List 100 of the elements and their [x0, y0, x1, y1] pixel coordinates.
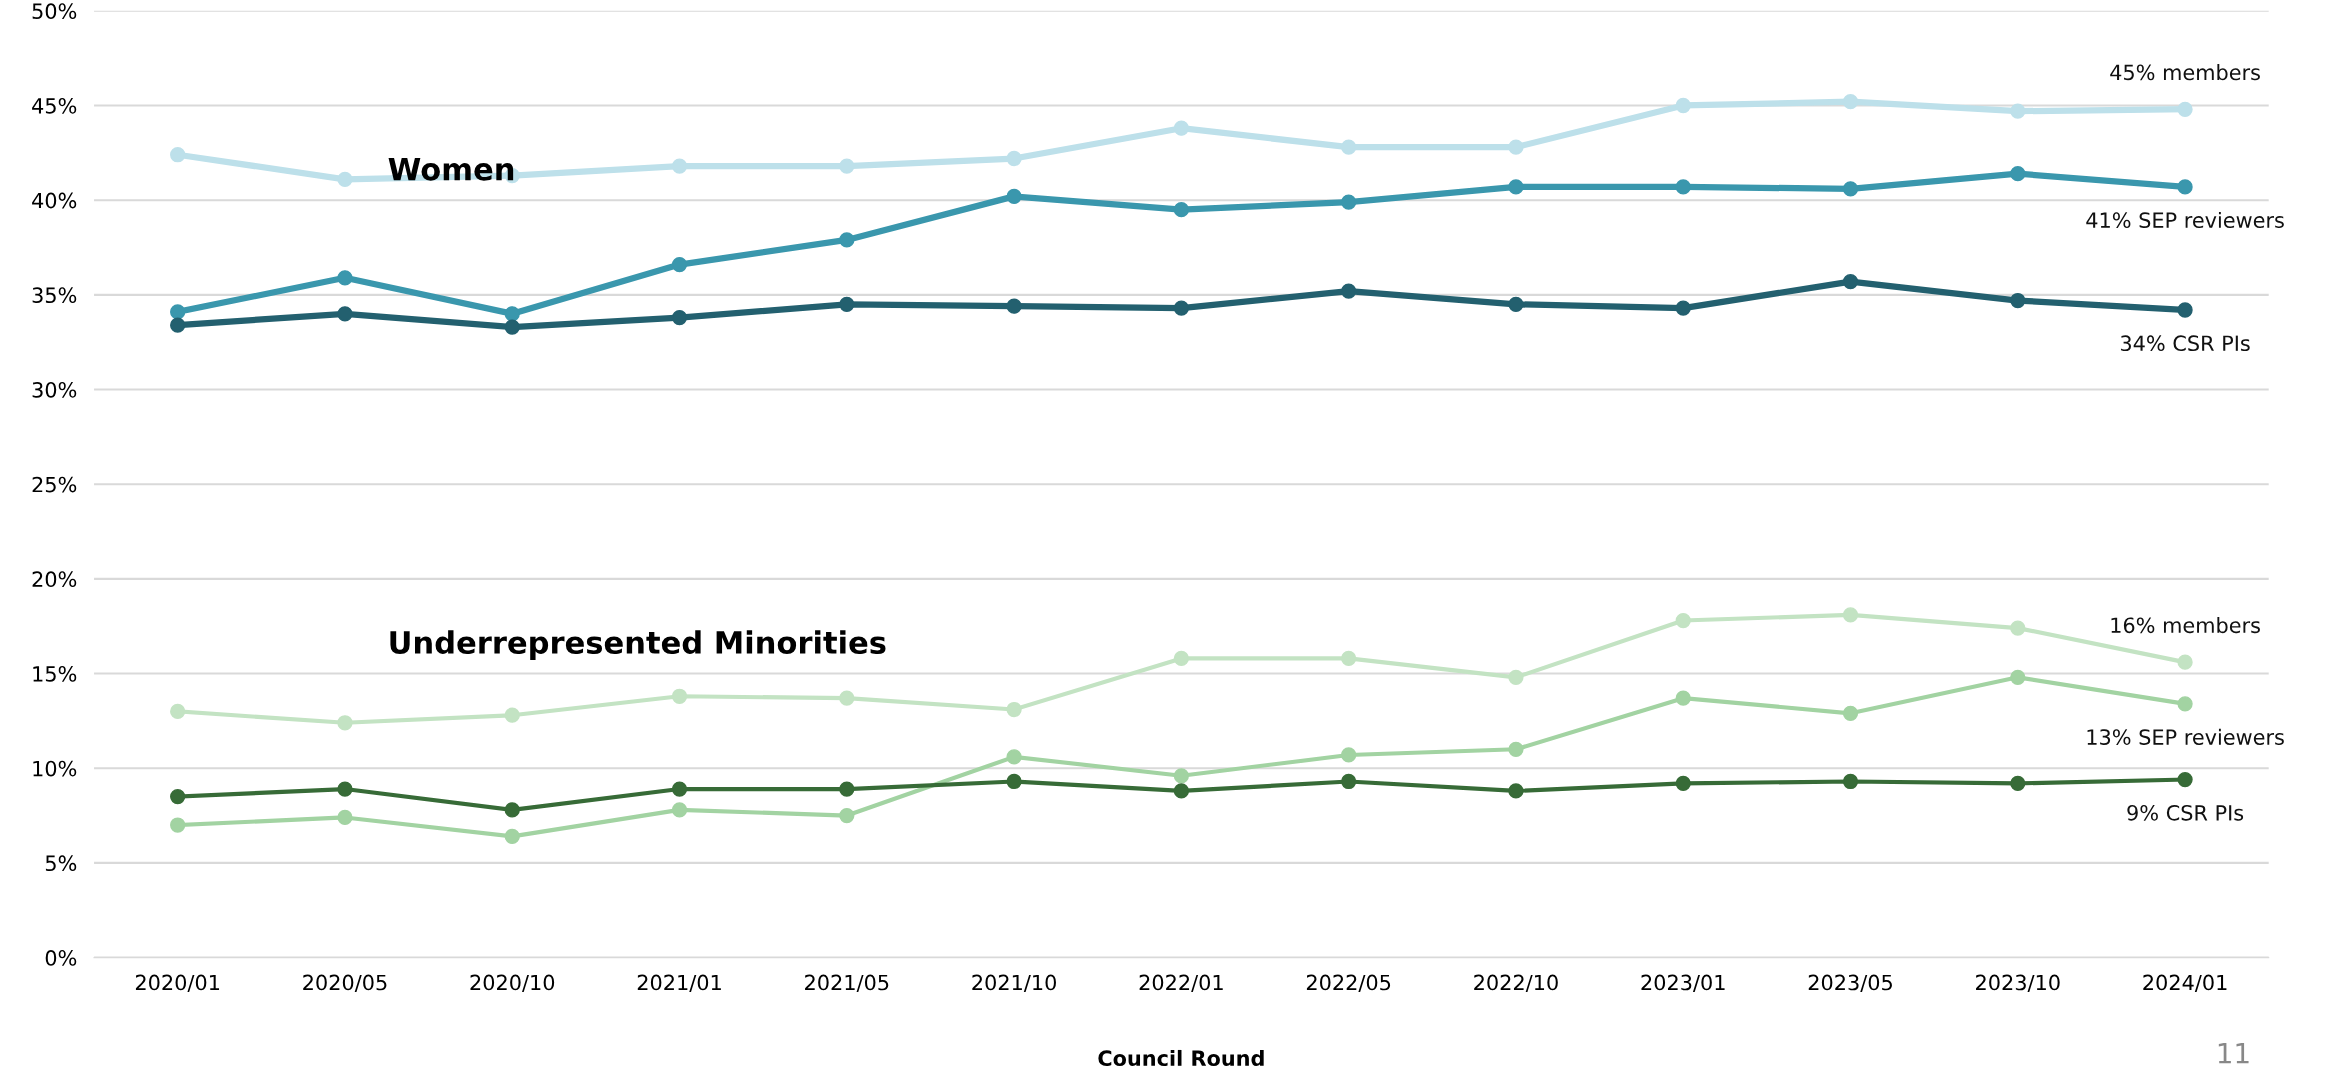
point [839, 232, 855, 248]
point [839, 158, 855, 174]
point [1508, 741, 1524, 757]
point [337, 306, 353, 322]
point [2177, 696, 2193, 712]
text: 11 [2218, 1042, 2249, 1064]
y-tick-label: 25% [32, 476, 77, 493]
point [2010, 669, 2026, 685]
annotation: Women [388, 157, 514, 181]
point [1842, 273, 1859, 290]
x-axis-title: Council Round [1098, 1049, 1264, 1067]
point [1675, 612, 1691, 629]
point [504, 306, 520, 322]
point [1341, 194, 1357, 210]
point [170, 817, 186, 833]
point [1341, 139, 1357, 155]
y-tick-label: 50% [32, 3, 77, 20]
point [671, 158, 688, 174]
point [504, 828, 520, 845]
point [1675, 179, 1691, 195]
series-label: 34% CSR PIs [2120, 335, 2250, 352]
point [1508, 296, 1524, 312]
point [504, 319, 520, 335]
x-tick-label: 2021/10 [972, 974, 1056, 992]
x-tick-label: 2020/01 [135, 974, 220, 992]
point [671, 256, 688, 273]
point [839, 690, 855, 706]
point [1341, 747, 1357, 763]
point [2177, 101, 2193, 117]
point [170, 147, 186, 163]
point [337, 171, 353, 187]
point [2010, 103, 2026, 119]
point [671, 781, 688, 797]
x-tick-label: 2023/01 [1641, 974, 1725, 992]
series-label: 41% SEP reviewers [2086, 211, 2284, 229]
point [839, 807, 855, 824]
point [2177, 771, 2193, 788]
point [839, 296, 855, 312]
point [1173, 201, 1190, 218]
point [2177, 654, 2193, 670]
point [1508, 139, 1524, 155]
point [671, 688, 688, 704]
point [1006, 749, 1022, 765]
point [1508, 783, 1524, 799]
x-tick-label: 2022/01 [1139, 974, 1223, 992]
point [1842, 94, 1859, 110]
point [1173, 650, 1190, 667]
point [1675, 97, 1691, 114]
point [1173, 783, 1190, 799]
y-tick-label: 5% [45, 855, 77, 872]
x-tick-label: 2024/01 [2143, 974, 2227, 992]
point [1842, 773, 1859, 790]
series-label: 9% CSR PIs [2127, 804, 2244, 821]
point [1842, 181, 1859, 197]
point [1341, 650, 1357, 667]
point [1173, 768, 1190, 784]
point [1173, 120, 1190, 136]
x-tick-label: 2021/01 [637, 974, 721, 992]
point [504, 802, 520, 818]
point [1006, 188, 1022, 205]
point [2010, 775, 2026, 792]
point [337, 270, 353, 286]
point [1341, 283, 1357, 299]
y-tick-label: 10% [33, 760, 77, 777]
point [1006, 701, 1022, 718]
annotation: Underrepresented Minorities [390, 630, 886, 660]
point [2010, 166, 2026, 182]
point [337, 809, 353, 826]
point [337, 715, 353, 731]
point [1675, 775, 1691, 792]
y-tick-label: 35% [32, 287, 77, 304]
series-label: 45% members [2110, 64, 2260, 81]
y-tick-label: 30% [32, 381, 77, 398]
point [1842, 607, 1859, 623]
point [170, 703, 186, 720]
y-tick-label: 15% [33, 666, 77, 682]
y-tick-label: 20% [32, 571, 77, 588]
point [1508, 179, 1524, 195]
x-tick-label: 2022/10 [1474, 974, 1558, 992]
point [839, 781, 855, 797]
point [1508, 669, 1524, 685]
y-tick-label: 0% [45, 950, 77, 966]
point [1842, 705, 1859, 721]
point [671, 802, 688, 818]
x-tick-label: 2023/10 [1976, 974, 2060, 992]
x-tick-label: 2021/05 [805, 974, 889, 992]
point [170, 304, 186, 320]
x-tick-label: 2020/05 [303, 974, 387, 992]
point [170, 317, 186, 333]
point [2010, 292, 2026, 309]
point [170, 788, 186, 805]
series-label: 13% SEP reviewers [2087, 728, 2284, 745]
point [1675, 690, 1691, 706]
point [337, 781, 353, 797]
series-label: 16% members [2111, 617, 2260, 634]
point [2177, 302, 2193, 318]
point [504, 707, 520, 723]
x-tick-label: 2022/05 [1306, 974, 1391, 992]
y-tick-label: 45% [32, 97, 77, 114]
point [2177, 179, 2193, 195]
